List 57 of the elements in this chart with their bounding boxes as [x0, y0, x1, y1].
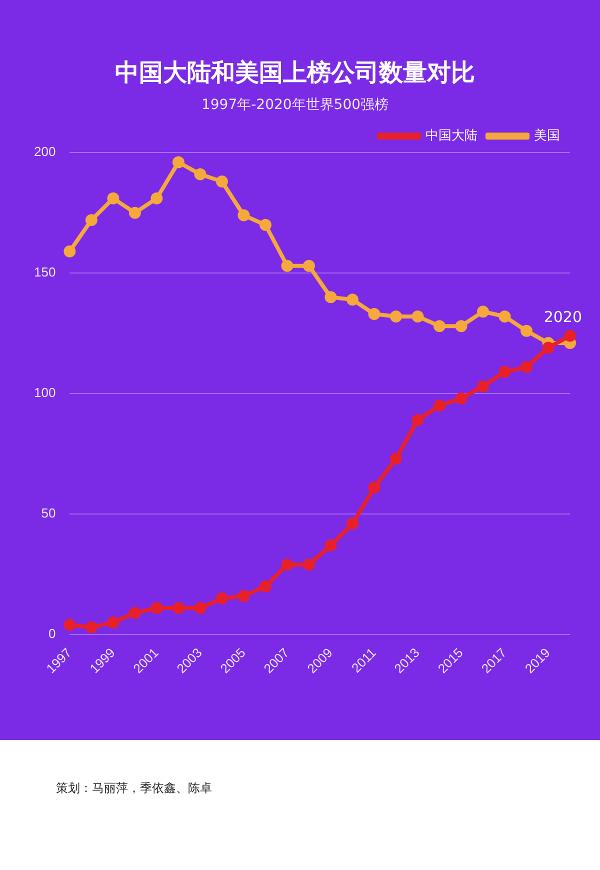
point: [194, 602, 206, 614]
point: [433, 320, 446, 332]
point: [107, 616, 120, 628]
point: [520, 361, 532, 374]
point: [150, 192, 163, 204]
y-tick-label: 200: [34, 144, 56, 160]
point: [128, 206, 141, 219]
legend-label: 美国: [534, 127, 560, 144]
annotation: 2020: [544, 308, 582, 326]
point: [216, 176, 228, 188]
point: [324, 291, 337, 304]
point: [346, 294, 358, 306]
y-tick-label: 100: [34, 385, 56, 400]
point: [368, 482, 380, 494]
point: [64, 245, 76, 258]
point: [64, 618, 76, 631]
point: [520, 324, 532, 337]
point: [85, 214, 98, 226]
point: [390, 310, 402, 322]
point: [259, 218, 272, 231]
point: [172, 602, 184, 614]
point: [346, 518, 358, 530]
point: [542, 342, 554, 354]
chart-title: 中国大陆和美国上榜公司数量对比: [115, 58, 475, 87]
y-tick-label: 0: [48, 626, 56, 642]
point: [302, 558, 315, 571]
point: [455, 392, 468, 404]
point: [302, 260, 315, 272]
point: [498, 310, 511, 322]
point: [107, 192, 120, 204]
legend-label: 中国大陆: [426, 128, 478, 144]
point: [368, 308, 380, 320]
point: [390, 452, 402, 465]
point: [238, 590, 250, 602]
point: [281, 558, 294, 571]
point: [216, 592, 228, 604]
point: [412, 310, 424, 322]
point: [150, 602, 163, 614]
point: [238, 209, 250, 222]
point: [412, 414, 424, 426]
point: [172, 156, 184, 168]
point: [476, 306, 489, 318]
point: [433, 400, 446, 412]
chart-subtitle: 1997年-2020年世界500强榜: [201, 96, 389, 113]
point: [194, 168, 206, 180]
point: [259, 580, 272, 592]
point: [498, 366, 511, 378]
point: [85, 621, 98, 634]
point: [476, 380, 489, 392]
point: [324, 539, 337, 552]
point: [128, 606, 141, 619]
point: [455, 320, 468, 332]
y-tick-label: 50: [41, 506, 56, 521]
text: 策划：马丽萍，季依鑫、陈卓: [56, 780, 213, 797]
y-tick-label: 150: [34, 264, 56, 280]
point: [281, 260, 294, 272]
point: [564, 330, 576, 342]
